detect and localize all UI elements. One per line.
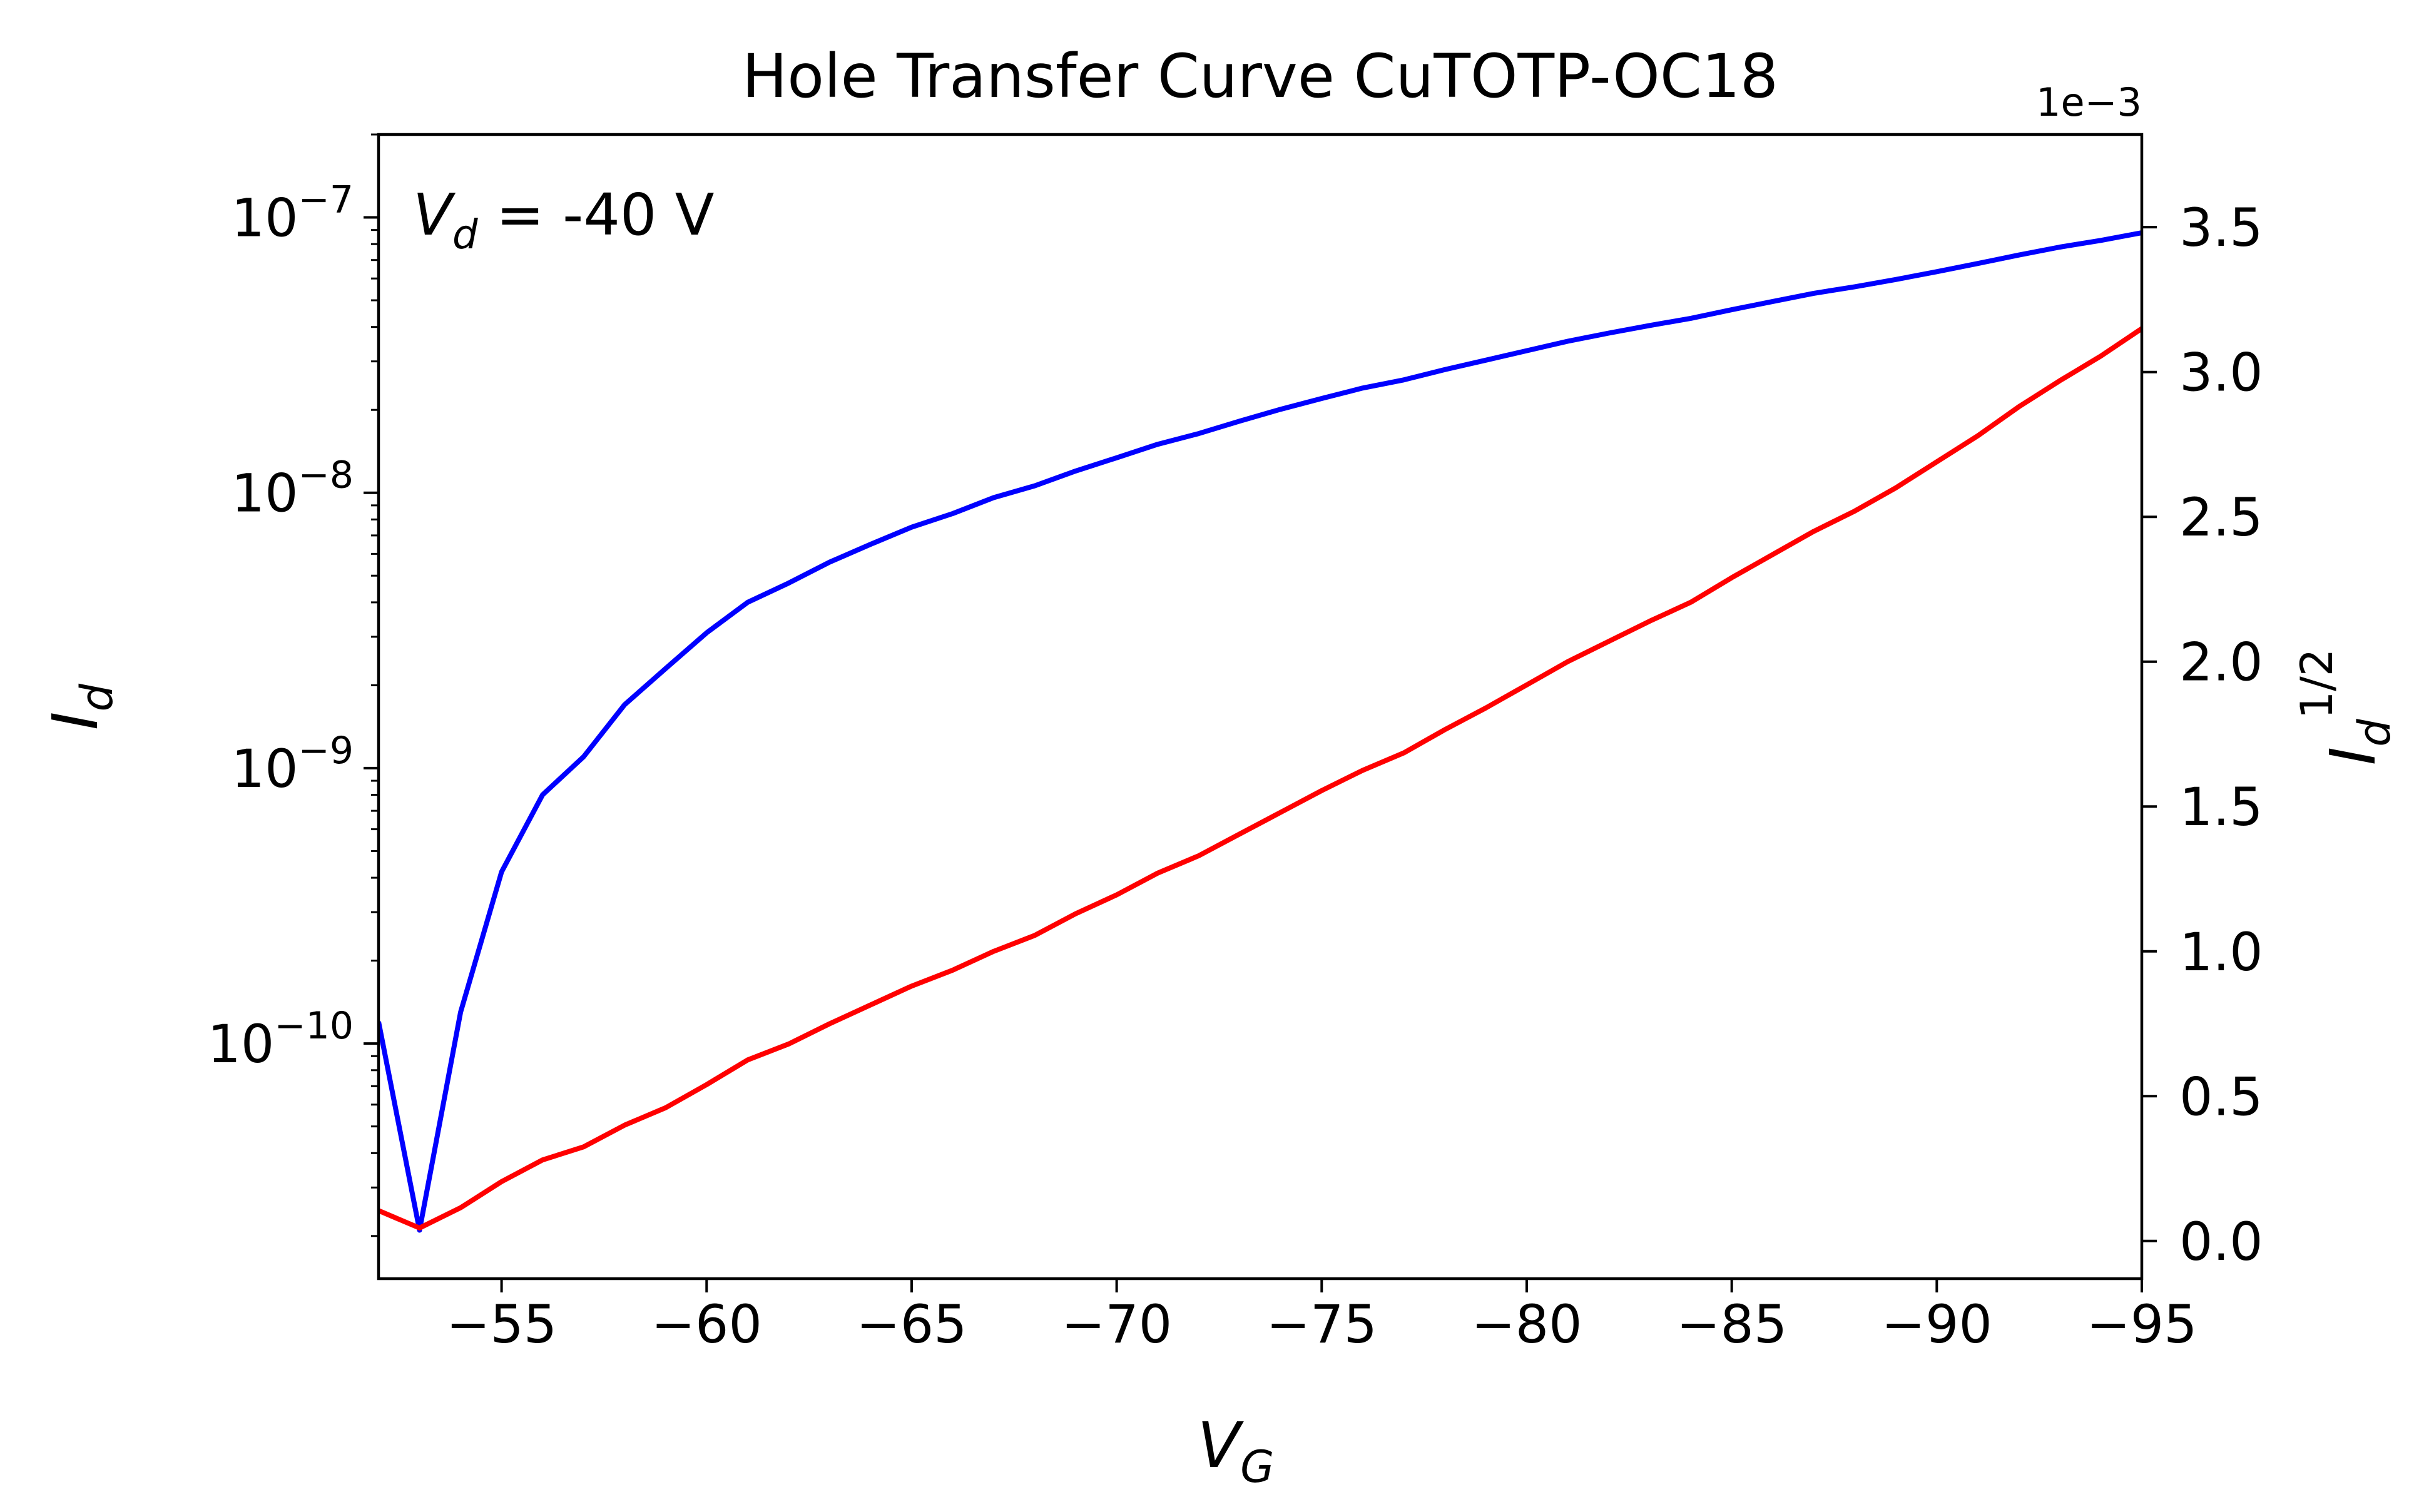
series-line-sqrt-id [379, 326, 2142, 1230]
annotation-vd-rest: = -40 V [478, 181, 715, 248]
y-left-tick-label: 10−8 [232, 454, 354, 524]
y-left-axis-ticks: 10−7 10−8 10−9 10−10 [207, 133, 379, 1237]
x-tick-label: −60 [651, 1294, 762, 1355]
y-left-axis-label-base: I [39, 711, 112, 730]
series-line-id [379, 230, 2142, 1233]
x-tick-label: −70 [1061, 1294, 1172, 1355]
x-tick-label: −55 [446, 1294, 557, 1355]
y-right-axis-label-group: Id1/2 [2291, 649, 2400, 766]
y-right-axis-label-sub: d [2349, 719, 2400, 747]
y-right-tick-label: 3.0 [2179, 342, 2263, 403]
y-right-tick-label: 2.5 [2179, 487, 2263, 548]
y-right-tick-label: 0.5 [2179, 1066, 2263, 1127]
annotation-vd-sub: d [452, 212, 478, 258]
y-left-tick-label: 10−10 [207, 1004, 354, 1075]
plot-frame [377, 133, 2144, 1281]
y-right-tick-label: 2.0 [2179, 632, 2263, 693]
y-left-tick-label: 10−9 [232, 729, 354, 799]
y-left-tick-label: 10−7 [232, 178, 354, 249]
x-tick-label: −90 [1882, 1294, 1992, 1355]
right-axis-offset-text: 1e−3 [2036, 79, 2142, 125]
y-right-tick-label: 1.5 [2179, 776, 2263, 838]
x-tick-label: −80 [1471, 1294, 1582, 1355]
chart-title: Hole Transfer Curve CuTOTP-OC18 [742, 41, 1778, 111]
x-axis-label-sub: G [1240, 1441, 1274, 1493]
x-tick-label: −75 [1266, 1294, 1377, 1355]
x-axis-ticks: −55 −60 −65 −70 −75 −80 −85 −90 −95 [446, 1279, 2197, 1355]
y-left-axis-label-group: Id [39, 683, 123, 730]
y-left-axis-label: Id [39, 683, 123, 730]
y-right-axis-ticks: 0.0 0.5 1.0 1.5 2.0 2.5 3.0 3.5 [2142, 197, 2263, 1272]
x-tick-label: −65 [856, 1294, 967, 1355]
x-axis-label-base: V [1198, 1409, 1245, 1482]
x-axis-label: VG [1198, 1409, 1275, 1493]
y-right-tick-label: 3.5 [2179, 197, 2263, 258]
y-right-tick-label: 0.0 [2179, 1211, 2263, 1272]
series-lines [379, 230, 2142, 1233]
y-right-axis-label-base: I [2316, 747, 2390, 766]
y-right-tick-label: 1.0 [2179, 921, 2263, 983]
x-tick-label: −85 [1676, 1294, 1787, 1355]
annotation-vd: Vd = -40 V [413, 181, 715, 258]
plot-area [377, 133, 2144, 1281]
y-right-axis-label-sup: 1/2 [2291, 649, 2343, 719]
annotation-vd-base: V [413, 181, 456, 248]
y-right-axis-label: Id1/2 [2291, 649, 2400, 766]
y-left-axis-label-sub: d [71, 683, 123, 711]
x-tick-label: −95 [2086, 1294, 2197, 1355]
